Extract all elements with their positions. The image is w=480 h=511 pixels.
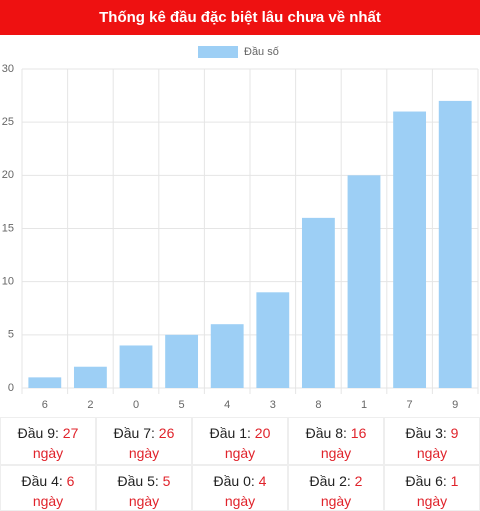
x-tick-label: 8 [315,399,321,411]
cell-label: Đầu 4: [21,473,63,489]
legend-label: Đầu số [244,46,279,58]
cell-line: Đầu 0: 4 [193,471,287,491]
x-tick-label: 2 [87,399,93,411]
table: Đầu 9: 27 ngày Đầu 7: 26 ngày Đầu 1: 20 ngày Đ… [0,417,480,511]
cell-label: Đầu 9: [17,425,59,441]
cell-label: Đầu 0: [213,473,255,489]
table-cell: Đầu 1: 20 ngày [192,417,288,465]
cell-value: 1 [450,473,459,489]
cell-label: Đầu 2: [309,473,351,489]
cell-label: Đầu 8: [305,425,347,441]
y-tick-label: 30 [2,63,14,75]
cell-unit: ngày [128,493,160,509]
bar [119,345,153,388]
y-tick-label: 25 [2,116,14,128]
cell-unit: ngày [416,445,448,461]
table-cell: Đầu 6: 1 ngày [384,465,480,511]
header-title: Thống kê đầu đặc biệt lâu chưa về nhất [0,0,480,35]
cell-label: Đầu 1: [209,425,251,441]
cell-line: Đầu 9: 27 [1,423,95,443]
x-tick-label: 3 [270,399,276,411]
x-tick-label: 9 [452,399,458,411]
bar [347,175,381,388]
y-tick-label: 5 [8,329,14,341]
cell-value: 6 [66,473,75,489]
cell-value: 27 [62,425,79,441]
y-tick-label: 10 [2,276,14,288]
cell-unit: ngày [320,445,352,461]
legend-swatch [198,46,238,58]
table-cell: Đầu 7: 26 ngày [96,417,192,465]
table-cell: Đầu 8: 16 ngày [288,417,384,465]
cell-line: Đầu 8: 16 [289,423,383,443]
cell-value: 2 [354,473,363,489]
cell-unit: ngày [320,493,352,509]
cell-line: Đầu 2: 2 [289,471,383,491]
cell-unit: ngày [32,445,64,461]
cell-value: 26 [158,425,175,441]
cell-unit: ngày [128,445,160,461]
cell-label: Đầu 7: [113,425,155,441]
x-tick-label: 5 [179,399,185,411]
table-cell: Đầu 3: 9 ngày [384,417,480,465]
y-tick-label: 20 [2,169,14,181]
y-tick-label: 0 [8,382,14,394]
bar [393,111,427,389]
cell-line: Đầu 1: 20 [193,423,287,443]
cell-value: 16 [350,425,367,441]
cell-line: Đầu 6: 1 [385,471,479,491]
cell-label: Đầu 6: [405,473,447,489]
y-tick-label: 15 [2,222,14,234]
bar [438,100,472,389]
bar [210,324,244,388]
cell-unit: ngày [32,493,64,509]
cell-value: 20 [254,425,271,441]
cell-line: Đầu 4: 6 [1,471,95,491]
table-cell: Đầu 9: 27 ngày [0,417,96,465]
x-tick-label: 0 [133,399,139,411]
bar [301,217,335,388]
x-tick-label: 6 [42,399,48,411]
cell-unit: ngày [224,445,256,461]
cell-line: Đầu 5: 5 [97,471,191,491]
table-cell: Đầu 2: 2 ngày [288,465,384,511]
cell-value: 4 [258,473,267,489]
table-cell: Đầu 5: 5 ngày [96,465,192,511]
cell-line: Đầu 7: 26 [97,423,191,443]
bar [165,334,199,388]
x-tick-label: 7 [407,399,413,411]
cell-label: Đầu 3: [405,425,447,441]
table-cell: Đầu 4: 6 ngày [0,465,96,511]
cell-label: Đầu 5: [117,473,159,489]
x-tick-label: 4 [224,399,230,411]
bar [73,366,107,388]
cell-unit: ngày [416,493,448,509]
cell-line: Đầu 3: 9 [385,423,479,443]
bar [256,292,290,388]
bar [28,377,62,388]
x-tick-label: 1 [361,399,367,411]
cell-value: 9 [450,425,459,441]
cell-unit: ngày [224,493,256,509]
table-cell: Đầu 0: 4 ngày [192,465,288,511]
cell-value: 5 [162,473,171,489]
